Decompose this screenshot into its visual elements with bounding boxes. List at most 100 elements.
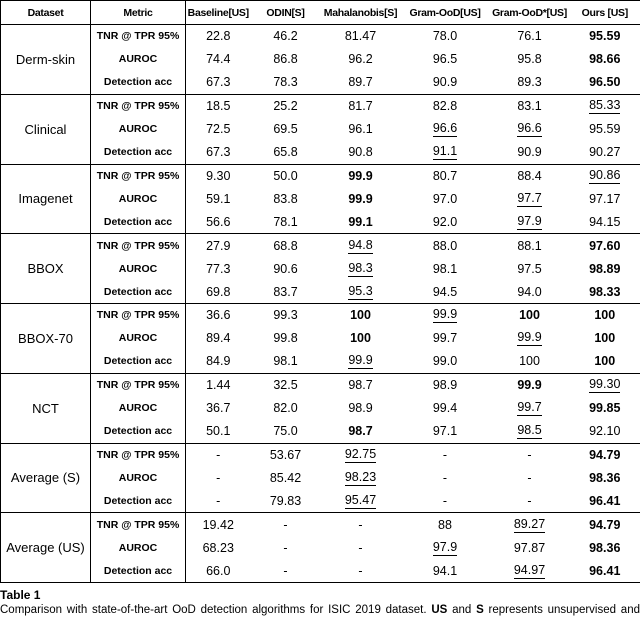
cell-value-text: 99.7 [517, 400, 542, 417]
cell-value-text: 32.5 [273, 378, 298, 393]
cell-value-text: 89.7 [348, 75, 373, 90]
cell-value-text: 78.0 [432, 29, 458, 44]
cell-value: 94.0 [490, 280, 570, 303]
cell-value-text: 94.97 [513, 563, 546, 579]
cell-value: 98.89 [570, 257, 640, 280]
cell-value-text: 98.5 [517, 423, 542, 440]
cell-value: 99.8 [251, 327, 321, 350]
cell-value: 99.4 [401, 397, 490, 420]
cell-value-text: 66.0 [206, 563, 231, 578]
metric-label: TNR @ TPR 95% [90, 302, 186, 327]
dataset-label: Average (S) [0, 442, 91, 513]
table-row: Detection acc 56.6 78.1 99.1 92.0 97.9 94.15 [1, 210, 640, 234]
cell-value: 80.7 [400, 163, 490, 188]
column-header: Baseline[US] [185, 0, 251, 25]
metric-label: AUROC [90, 187, 186, 211]
column-header: ODIN[S] [250, 0, 321, 25]
cell-value-text: 68.23 [202, 540, 234, 555]
cell-value-text: 79.83 [269, 493, 302, 508]
cell-value: - [489, 442, 570, 467]
cell-value: 69.5 [251, 118, 321, 141]
cell-value: - [251, 536, 321, 559]
cell-value-text: 99.1 [348, 214, 373, 229]
results-table: Dataset Metric Baseline[US] ODIN[S] Mahalano… [0, 0, 640, 583]
caption-part: S [476, 604, 484, 616]
cell-value: 94.79 [569, 442, 640, 467]
metric-label: TNR @ TPR 95% [90, 372, 186, 397]
metric-label: TNR @ TPR 95% [90, 233, 186, 257]
cell-value: 83.8 [251, 187, 321, 210]
cell-value: 74.4 [186, 48, 251, 71]
cell-value: 78.0 [400, 23, 490, 48]
cell-value-text: - [283, 517, 288, 532]
cell-value-text: 98.89 [589, 261, 621, 276]
cell-value-text: 89.27 [513, 517, 546, 533]
cell-value: 50.0 [250, 163, 321, 188]
cell-value-text: 76.1 [517, 29, 542, 44]
cell-value-text: 100 [594, 354, 616, 369]
cell-value-text: 78.1 [273, 214, 298, 229]
cell-value-text: 59.1 [206, 191, 231, 206]
cell-value-text: 53.67 [269, 447, 302, 462]
cell-value: - [250, 512, 321, 536]
cell-value: 98.1 [401, 257, 490, 280]
cell-value-text: 92.0 [432, 214, 458, 229]
cell-value: - [400, 442, 490, 467]
cell-value-text: - [527, 493, 532, 508]
cell-value: 99.30 [569, 372, 640, 397]
cell-value: - [321, 536, 401, 559]
metric-label: AUROC [90, 326, 186, 350]
dataset-label: Imagenet [0, 163, 91, 234]
cell-value: 22.8 [185, 23, 251, 48]
cell-value-text: 36.7 [206, 401, 231, 416]
table-body: Derm-skin TNR @ TPR 95% 22.8 46.2 81.47 78.0 7… [0, 23, 640, 583]
column-header: Gram-OoD*[US] [489, 0, 570, 25]
dataset-label: Clinical [0, 93, 91, 164]
cell-value: 56.6 [186, 211, 251, 234]
cell-value-text: 1.44 [206, 378, 231, 393]
cell-value-text: 99.8 [273, 331, 298, 346]
cell-value-text: 97.7 [517, 191, 542, 207]
table-row: BBOX TNR @ TPR 95% 27.9 68.8 94.8 88.0 88.1 97.… [0, 233, 640, 304]
cell-value-text: 95.59 [589, 122, 621, 137]
cell-value-text: 69.5 [273, 122, 298, 137]
caption-part: Comparison with state-of-the-art OoD det… [0, 604, 432, 616]
cell-value: 94.15 [570, 211, 640, 234]
cell-value-text: 98.1 [273, 354, 298, 369]
cell-value: 97.7 [490, 187, 570, 210]
cell-value-text: - [358, 563, 363, 578]
cell-value-text: 96.41 [589, 563, 621, 578]
cell-value-text: 27.9 [206, 238, 231, 253]
caption-part: and [447, 604, 477, 616]
cell-value: 92.75 [320, 442, 401, 467]
cell-value-text: 85.42 [269, 470, 302, 485]
cell-value-text: 90.6 [273, 261, 298, 276]
cell-value: 99.7 [490, 397, 570, 420]
cell-value-text: 72.5 [206, 122, 231, 137]
cell-value: 67.3 [186, 71, 251, 94]
table-row: AUROC 68.23 - - 97.9 97.87 98.36 [1, 536, 640, 560]
cell-value-text: 98.9 [348, 401, 373, 416]
cell-value: 98.33 [570, 280, 640, 303]
cell-value-text: 50.1 [206, 424, 231, 439]
cell-value-text: 98.36 [589, 540, 621, 555]
cell-value: 94.8 [320, 233, 401, 257]
table-row: AUROC 72.5 69.5 96.1 96.6 96.6 95.59 [1, 117, 640, 141]
cell-value-text: 78.3 [273, 75, 298, 90]
cell-value: 97.5 [490, 257, 570, 280]
cell-value: - [185, 442, 251, 467]
cell-value: 79.83 [251, 490, 321, 513]
cell-value-text: 9.30 [206, 168, 231, 183]
cell-value: 98.3 [321, 257, 401, 280]
cell-value-text: 46.2 [273, 29, 298, 44]
cell-value-text: - [442, 493, 448, 508]
cell-value: 97.0 [401, 187, 490, 210]
cell-value-text: 88.1 [517, 238, 542, 253]
metric-label: Detection acc [90, 489, 186, 513]
table-row: Detection acc 84.9 98.1 99.9 99.0 100 100 [1, 350, 640, 374]
cell-value-text: 88.0 [432, 238, 458, 253]
cell-value-text: 82.0 [273, 401, 298, 416]
cell-value-text: 98.33 [589, 284, 621, 299]
cell-value-text: 99.9 [517, 378, 542, 393]
cell-value: 100 [569, 302, 640, 327]
